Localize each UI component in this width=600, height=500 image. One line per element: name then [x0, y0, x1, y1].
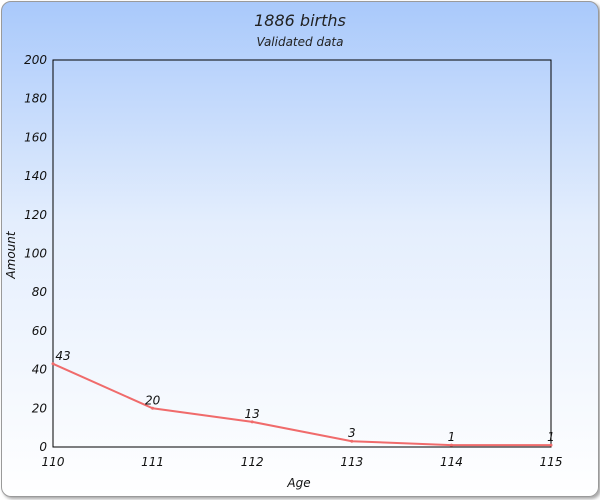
data-point — [350, 439, 354, 443]
data-point — [51, 362, 55, 366]
chart-title: 1886 births — [254, 11, 346, 30]
y-tick-label: 100 — [24, 247, 47, 261]
data-label: 43 — [55, 349, 70, 363]
y-tick-label: 80 — [32, 285, 48, 299]
y-axis-ticks: 0 20 40 60 80 100 120 140 160 180 200 — [24, 53, 47, 454]
y-tick-label: 0 — [39, 440, 47, 454]
data-label: 1 — [547, 430, 555, 444]
y-tick-label: 40 — [32, 363, 48, 377]
x-tick-label: 114 — [440, 455, 463, 469]
x-tick-label: 112 — [241, 455, 264, 469]
data-point — [449, 443, 453, 447]
series-group — [51, 362, 553, 447]
y-axis-label: Amount — [4, 230, 18, 279]
data-point — [250, 420, 254, 424]
series-line — [52, 362, 551, 447]
x-axis-label: Age — [286, 476, 310, 490]
y-tick-label: 200 — [24, 53, 47, 67]
data-label: 3 — [348, 426, 356, 440]
y-tick-label: 140 — [24, 169, 47, 183]
y-tick-label: 160 — [24, 130, 47, 144]
chart-subtitle: Validated data — [257, 35, 344, 49]
data-point — [151, 406, 155, 410]
x-tick-label: 115 — [540, 455, 563, 469]
data-label: 1 — [448, 430, 456, 444]
x-axis-ticks: 110 111 112 113 114 115 — [42, 455, 563, 469]
data-point — [549, 443, 553, 447]
y-tick-label: 180 — [24, 92, 47, 106]
x-tick-label: 113 — [340, 455, 363, 469]
y-tick-label: 120 — [24, 208, 47, 222]
y-tick-label: 20 — [32, 401, 48, 415]
x-tick-label: 110 — [42, 455, 65, 469]
data-label: 20 — [145, 393, 161, 407]
plot-area — [52, 59, 552, 448]
data-labels: 43 20 13 3 1 1 — [55, 349, 554, 444]
x-tick-label: 111 — [141, 455, 164, 469]
data-label: 13 — [245, 407, 260, 421]
y-tick-label: 60 — [32, 324, 48, 338]
